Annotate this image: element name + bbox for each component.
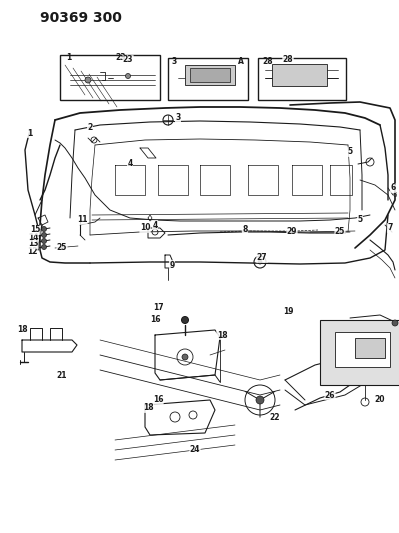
Circle shape xyxy=(256,396,264,404)
Circle shape xyxy=(41,245,47,249)
Text: 13: 13 xyxy=(28,239,38,248)
Text: 23: 23 xyxy=(115,53,126,62)
Text: 5: 5 xyxy=(348,148,353,157)
Circle shape xyxy=(85,77,91,83)
Text: 1: 1 xyxy=(28,128,33,138)
Text: 4: 4 xyxy=(152,221,158,230)
Circle shape xyxy=(41,232,47,238)
Bar xyxy=(185,65,235,85)
Text: 17: 17 xyxy=(153,303,163,312)
Text: 18: 18 xyxy=(17,326,27,335)
Text: 90369 300: 90369 300 xyxy=(40,11,122,25)
Bar xyxy=(272,64,327,86)
Text: 29: 29 xyxy=(287,228,297,237)
Bar xyxy=(190,68,230,82)
Bar xyxy=(355,338,385,358)
Circle shape xyxy=(258,260,262,264)
Text: 4: 4 xyxy=(127,158,132,167)
Bar xyxy=(320,320,399,385)
Text: 7: 7 xyxy=(387,223,393,232)
Bar xyxy=(258,58,346,100)
Text: 28: 28 xyxy=(282,54,293,63)
Text: 27: 27 xyxy=(257,254,267,262)
Text: 8: 8 xyxy=(242,225,248,235)
Text: A: A xyxy=(238,56,244,66)
Text: 25: 25 xyxy=(335,228,345,237)
Text: 3: 3 xyxy=(176,114,181,123)
Circle shape xyxy=(41,227,47,231)
Text: 6: 6 xyxy=(390,183,396,192)
Text: 16: 16 xyxy=(153,395,163,405)
Bar xyxy=(168,58,248,100)
Circle shape xyxy=(182,317,188,324)
Text: 5: 5 xyxy=(358,215,363,224)
Bar xyxy=(335,332,390,367)
Text: 10: 10 xyxy=(140,223,150,232)
Text: 15: 15 xyxy=(30,225,40,235)
Text: 18: 18 xyxy=(217,330,227,340)
Text: 21: 21 xyxy=(57,370,67,379)
Text: 25: 25 xyxy=(57,244,67,253)
Text: 22: 22 xyxy=(270,414,280,423)
Text: 26: 26 xyxy=(325,391,335,400)
Circle shape xyxy=(41,238,47,244)
Text: 14: 14 xyxy=(28,232,38,241)
Text: 24: 24 xyxy=(190,446,200,455)
Text: 12: 12 xyxy=(27,247,37,256)
Text: 3: 3 xyxy=(172,56,177,66)
Circle shape xyxy=(126,74,130,78)
Text: 18: 18 xyxy=(143,403,153,413)
Bar xyxy=(60,55,160,100)
Text: 16: 16 xyxy=(150,316,160,325)
Text: 20: 20 xyxy=(375,395,385,405)
Circle shape xyxy=(392,320,398,326)
Text: 19: 19 xyxy=(283,308,293,317)
Text: 6: 6 xyxy=(393,192,397,198)
Circle shape xyxy=(182,354,188,360)
Text: 11: 11 xyxy=(77,215,87,224)
Text: 9: 9 xyxy=(169,261,175,270)
Text: 28: 28 xyxy=(262,56,273,66)
Text: 23: 23 xyxy=(123,55,133,64)
Text: 2: 2 xyxy=(87,124,93,133)
Text: 1: 1 xyxy=(66,53,71,62)
